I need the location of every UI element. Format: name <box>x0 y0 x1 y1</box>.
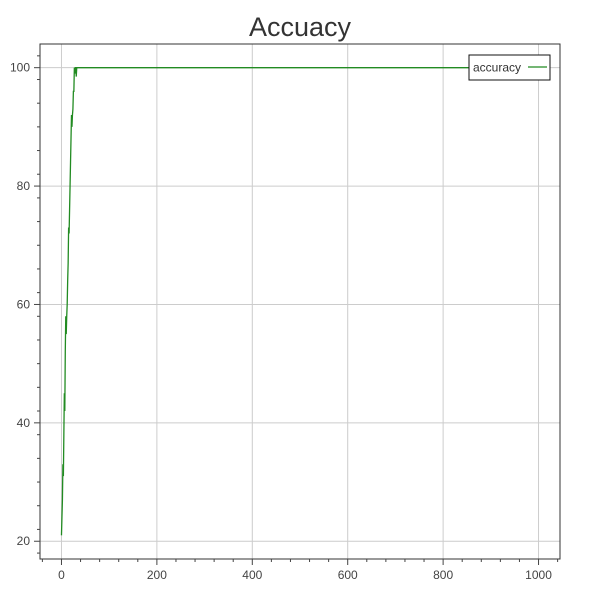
y-axis: 20 40 60 80 100 <box>10 55 40 554</box>
chart-title: Accuacy <box>249 12 352 42</box>
plot-frame <box>39 43 561 560</box>
x-axis: 0 200 400 600 800 1000 <box>41 559 559 582</box>
y-tick-label: 20 <box>17 534 31 548</box>
y-tick-label: 100 <box>10 61 30 75</box>
legend: accuracy <box>468 54 551 81</box>
x-tick-label: 600 <box>338 568 358 582</box>
x-tick-label: 400 <box>242 568 262 582</box>
legend-label: accuracy <box>473 61 521 75</box>
x-tick-label: 800 <box>433 568 453 582</box>
grid <box>40 44 560 559</box>
series-line-accuracy <box>60 67 539 536</box>
y-tick-label: 40 <box>17 416 31 430</box>
series-layer <box>60 67 539 536</box>
y-tick-label: 60 <box>17 297 31 311</box>
x-tick-label: 1000 <box>525 568 552 582</box>
x-tick-label: 200 <box>147 568 167 582</box>
y-tick-label: 80 <box>17 179 31 193</box>
x-tick-label: 0 <box>58 568 65 582</box>
